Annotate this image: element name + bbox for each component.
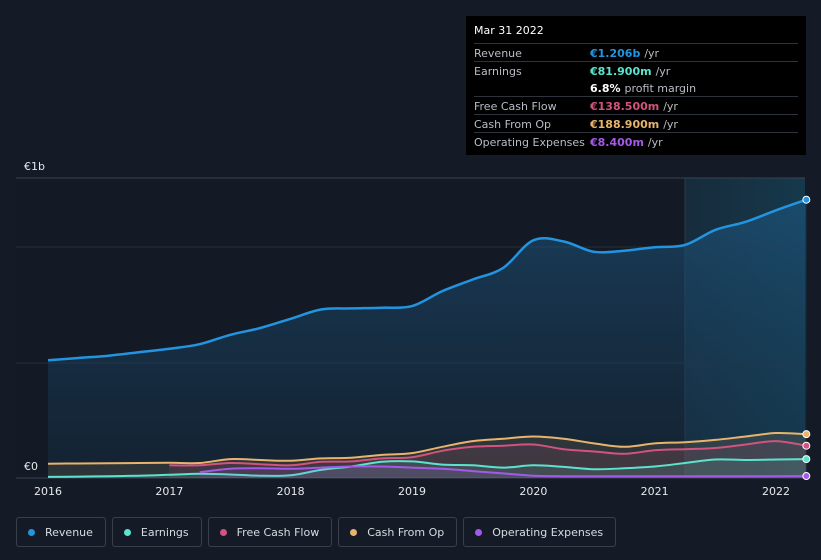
legend-label: Cash From Op bbox=[367, 525, 445, 539]
data-tooltip: Mar 31 2022 Revenue €1.206b/yr Earnings €81… bbox=[466, 16, 806, 155]
y-axis-label-top: €1b bbox=[24, 160, 45, 173]
tooltip-unit: /yr bbox=[644, 46, 660, 60]
x-tick-label-2020: 2020 bbox=[519, 485, 547, 498]
free-cash-flow-end-marker bbox=[802, 441, 811, 450]
tooltip-label: Revenue bbox=[474, 46, 522, 60]
revenue-end-marker bbox=[802, 195, 811, 204]
legend-dot-icon bbox=[123, 528, 131, 536]
y-axis-label-bottom: €0 bbox=[24, 460, 38, 473]
tooltip-unit: /yr bbox=[655, 64, 671, 78]
tooltip-row: Earnings €81.900m/yr bbox=[474, 61, 798, 79]
cash-from-op-end-marker bbox=[802, 430, 811, 439]
tooltip-label: Cash From Op bbox=[474, 117, 552, 131]
operating-expenses-end-marker bbox=[802, 472, 811, 481]
tooltip-label: Free Cash Flow bbox=[474, 99, 557, 113]
tooltip-value: €8.400m bbox=[590, 135, 644, 149]
tooltip-row: Operating Expenses €8.400m/yr bbox=[474, 132, 798, 150]
x-tick-label-2018: 2018 bbox=[277, 485, 305, 498]
legend-item-earnings[interactable]: Earnings bbox=[111, 517, 202, 547]
chart-legend: Revenue Earnings Free Cash Flow Cash From O… bbox=[16, 517, 617, 547]
tooltip-label: Operating Expenses bbox=[474, 135, 585, 149]
free-cash-flow-line bbox=[169, 440, 807, 467]
x-tick-label-2019: 2019 bbox=[398, 485, 426, 498]
tooltip-value: €1.206b bbox=[590, 46, 641, 60]
revenue-line bbox=[47, 198, 807, 362]
tooltip-label: Earnings bbox=[474, 64, 522, 78]
legend-label: Revenue bbox=[45, 525, 93, 539]
cash-from-op-line bbox=[47, 431, 807, 465]
cash-from-op-area bbox=[48, 432, 807, 478]
tooltip-value: €188.900m bbox=[590, 117, 660, 131]
operating-expenses-line bbox=[199, 465, 807, 478]
legend-item-revenue[interactable]: Revenue bbox=[16, 517, 106, 547]
legend-dot-icon bbox=[475, 528, 483, 536]
legend-item-cash-from-op[interactable]: Cash From Op bbox=[338, 517, 458, 547]
legend-item-free-cash-flow[interactable]: Free Cash Flow bbox=[207, 517, 333, 547]
tooltip-unit: /yr bbox=[663, 117, 678, 131]
legend-label: Earnings bbox=[140, 525, 189, 539]
x-tick-label-2016: 2016 bbox=[34, 485, 62, 498]
legend-label: Operating Expenses bbox=[492, 525, 604, 539]
tooltip-row: Revenue €1.206b/yr bbox=[474, 43, 798, 61]
tooltip-unit: /yr bbox=[663, 99, 678, 113]
operating-expenses-area bbox=[199, 466, 807, 478]
tooltip-value: €81.900m bbox=[590, 64, 652, 78]
legend-dot-icon bbox=[219, 528, 227, 536]
x-tick-label-2021: 2021 bbox=[641, 485, 669, 498]
legend-dot-icon bbox=[350, 528, 358, 536]
x-tick-label-2017: 2017 bbox=[155, 485, 183, 498]
revenue-area bbox=[48, 199, 807, 478]
tooltip-row: Free Cash Flow €138.500m/yr bbox=[474, 96, 798, 114]
earnings-end-marker bbox=[802, 455, 811, 464]
tooltip-unit: /yr bbox=[647, 135, 663, 149]
earnings-line bbox=[47, 458, 807, 478]
tooltip-row: Cash From Op €188.900m/yr bbox=[474, 114, 798, 132]
tooltip-value: €138.500m bbox=[590, 99, 660, 113]
tooltip-date: Mar 31 2022 bbox=[474, 24, 544, 37]
legend-item-operating-expenses[interactable]: Operating Expenses bbox=[463, 517, 617, 547]
tooltip-unit: profit margin bbox=[624, 81, 697, 95]
legend-dot-icon bbox=[28, 528, 35, 536]
tooltip-row: 6.8% profit margin bbox=[474, 79, 798, 96]
x-tick-label-2022: 2022 bbox=[762, 485, 790, 498]
legend-label: Free Cash Flow bbox=[236, 525, 320, 539]
tooltip-value: 6.8% bbox=[590, 81, 621, 95]
